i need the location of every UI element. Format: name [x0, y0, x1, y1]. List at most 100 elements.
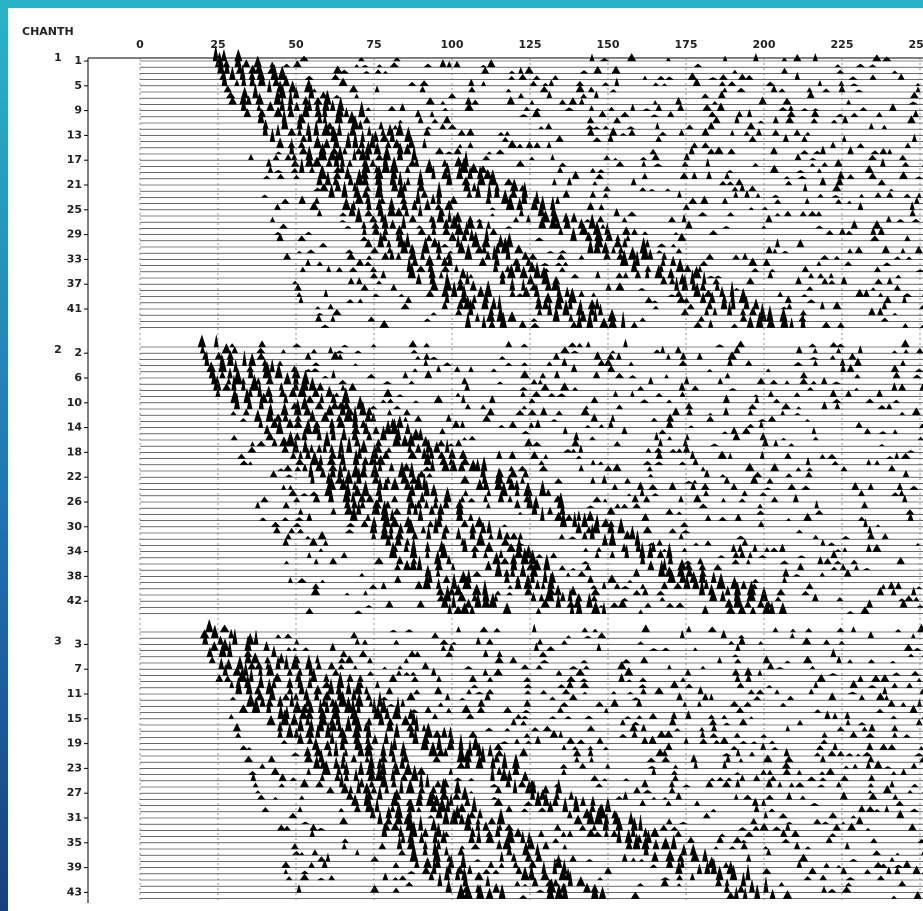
wiggle-fill — [237, 443, 911, 459]
wiggle-fill — [274, 138, 893, 155]
wiggle-fill — [280, 187, 920, 204]
wiggle-fill — [315, 305, 890, 322]
seismic-plot: CHANTH 025507510012515017520022525011591… — [22, 25, 923, 903]
wiggle-fill — [320, 311, 923, 328]
wiggle-fill — [263, 418, 898, 435]
wiggle-fill — [230, 424, 923, 441]
channel-label: 37 — [67, 277, 82, 290]
wiggle-fill — [227, 88, 919, 105]
wiggle-fill — [262, 113, 888, 130]
wiggle-fill — [281, 473, 920, 490]
x-tick-label: 175 — [675, 38, 698, 51]
channel-label: 7 — [74, 662, 82, 675]
wiggle-fill — [282, 530, 921, 546]
wiggle-fill — [249, 430, 886, 447]
wiggle-fill — [258, 505, 914, 521]
wiggle-fill — [278, 213, 882, 229]
wiggle-fill — [315, 299, 898, 316]
wiggle-fill — [210, 636, 922, 651]
channel-label: 42 — [67, 594, 82, 607]
channel-label: 43 — [67, 885, 82, 898]
channel-label: 9 — [74, 104, 82, 117]
wiggle-fill — [260, 486, 908, 503]
wiggle-fill — [202, 350, 857, 360]
wiggle-fill — [233, 393, 893, 410]
x-tick-label: 100 — [441, 38, 464, 51]
wiggle-fill — [247, 758, 907, 775]
channel-label: 5 — [74, 79, 82, 92]
x-tick-label: 150 — [597, 38, 620, 51]
wiggle-fill — [199, 624, 916, 639]
group-label: 3 — [54, 634, 62, 647]
wiggle-fill — [291, 839, 923, 856]
wiggle-fill — [215, 381, 884, 397]
channel-label: 15 — [67, 712, 82, 725]
wiggle-fill — [404, 871, 907, 887]
wiggle-fill — [254, 777, 923, 794]
wiggle-fill — [208, 650, 923, 664]
wiggle-fill — [205, 618, 923, 633]
group-label: 2 — [54, 343, 62, 356]
wiggle-fill — [230, 399, 922, 416]
traces — [140, 45, 923, 899]
wiggle-fill — [314, 293, 923, 310]
channel-label: 10 — [67, 396, 83, 409]
wiggle-fill — [235, 678, 923, 695]
wiggle-fill — [296, 877, 852, 893]
wiggle-fill — [260, 181, 922, 198]
wiggle-fill — [296, 236, 923, 254]
wiggle-fill — [246, 690, 922, 707]
wiggle-fill — [213, 373, 923, 391]
channel-label: 17 — [67, 153, 82, 166]
wiggle-fill — [300, 807, 864, 825]
channel-label: 23 — [67, 761, 82, 774]
wiggle-fill — [272, 517, 873, 534]
wiggle-fill — [273, 220, 885, 235]
wiggle-fill — [197, 334, 910, 348]
channel-label: 39 — [67, 861, 82, 874]
wiggle-fill — [350, 791, 905, 806]
wiggle-fill — [256, 785, 899, 800]
wiggle-fill — [276, 131, 912, 149]
wiggle-fill — [316, 168, 887, 186]
wiggle-fill — [232, 715, 899, 732]
group-gap — [140, 617, 923, 626]
wiggle-fill — [240, 96, 897, 111]
wiggle-fill — [252, 771, 919, 788]
wiggle-fill — [310, 467, 774, 484]
wiggle-fill — [310, 578, 917, 596]
wiggle-fill — [276, 226, 911, 242]
group-label: 1 — [54, 51, 62, 64]
channel-label: 27 — [67, 786, 82, 799]
wiggle-fill — [210, 367, 842, 385]
wiggle-fill — [283, 858, 923, 875]
channel-label: 25 — [67, 203, 82, 216]
wiggle-fill — [206, 641, 923, 658]
wiggle-fill — [297, 498, 915, 515]
wiggle-fill — [291, 267, 893, 285]
wiggle-fill — [285, 864, 886, 881]
wiggle-fill — [238, 695, 918, 713]
x-tick-label: 250 — [909, 38, 923, 51]
wiggle-fill — [243, 101, 919, 118]
wiggle-fill — [221, 71, 921, 87]
wiggle-fill — [293, 274, 902, 291]
wiggle-fill — [265, 150, 923, 167]
channel-label: 29 — [67, 228, 82, 241]
wiggle-fill — [305, 249, 892, 266]
wiggle-fill — [316, 201, 916, 217]
wiggle-fill — [229, 672, 914, 689]
wiggle-fill — [276, 814, 923, 831]
channel-label: 1 — [74, 54, 82, 67]
wiggle-fill — [247, 143, 908, 161]
wiggle-fill — [239, 733, 923, 751]
channel-label: 33 — [67, 252, 82, 265]
wiggle-fill — [309, 821, 837, 837]
channel-label: 13 — [67, 128, 82, 141]
wiggle-fill — [199, 342, 923, 354]
wiggle-fill — [290, 833, 850, 850]
x-tick-label: 0 — [136, 38, 144, 51]
wiggle-fill — [212, 45, 892, 62]
wiggle-fill — [305, 599, 870, 614]
